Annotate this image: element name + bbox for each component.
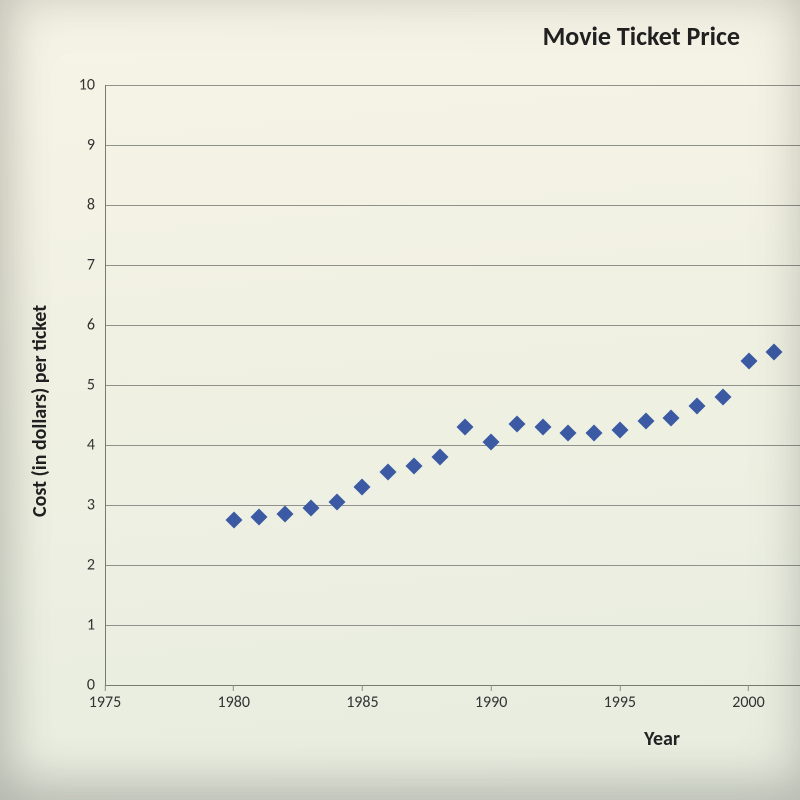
x-axis-label: Year: [644, 727, 680, 751]
gridline: [105, 505, 800, 506]
gridline: [105, 385, 800, 386]
data-point: [405, 458, 422, 475]
y-axis: [105, 85, 106, 685]
plot-area: [105, 85, 800, 685]
data-point: [611, 422, 628, 439]
x-tick-label: 2000: [732, 693, 764, 712]
data-point: [508, 416, 525, 433]
gridline: [105, 325, 800, 326]
x-tick: 1990: [475, 685, 507, 712]
data-point: [380, 464, 397, 481]
data-point: [714, 389, 731, 406]
chart-title: Movie Ticket Price: [543, 20, 740, 52]
y-tick-label: 8: [65, 196, 95, 215]
x-tick-label: 1980: [217, 693, 249, 712]
data-point: [354, 479, 371, 496]
y-tick-label: 3: [65, 496, 95, 515]
data-point: [328, 494, 345, 511]
y-tick-label: 6: [65, 316, 95, 335]
data-point: [586, 425, 603, 442]
x-axis: [105, 685, 800, 686]
y-tick-label: 5: [65, 376, 95, 395]
gridline: [105, 205, 800, 206]
data-point: [663, 410, 680, 427]
gridline: [105, 85, 800, 86]
x-tick-mark: [748, 685, 749, 691]
data-point: [225, 512, 242, 529]
y-tick-label: 9: [65, 136, 95, 155]
x-tick-mark: [362, 685, 363, 691]
gridline: [105, 145, 800, 146]
x-tick: 1975: [89, 685, 121, 712]
data-point: [637, 413, 654, 430]
data-point: [251, 509, 268, 526]
x-tick-label: 1975: [89, 693, 121, 712]
data-point: [560, 425, 577, 442]
data-point: [534, 419, 551, 436]
data-point: [457, 419, 474, 436]
x-tick-mark: [233, 685, 234, 691]
data-point: [689, 398, 706, 415]
x-tick-label: 1985: [346, 693, 378, 712]
data-point: [483, 434, 500, 451]
x-tick: 2000: [732, 685, 764, 712]
y-tick-label: 2: [65, 556, 95, 575]
y-tick-label: 10: [65, 76, 95, 95]
y-tick-label: 4: [65, 436, 95, 455]
x-tick: 1995: [604, 685, 636, 712]
x-tick-mark: [105, 685, 106, 691]
x-tick: 1985: [346, 685, 378, 712]
gridline: [105, 445, 800, 446]
data-point: [277, 506, 294, 523]
data-point: [740, 353, 757, 370]
y-tick-label: 1: [65, 616, 95, 635]
x-tick: 1980: [217, 685, 249, 712]
chart-container: Movie Ticket Price Cost (in dollars) per…: [0, 0, 800, 800]
gridline: [105, 565, 800, 566]
gridline: [105, 265, 800, 266]
data-point: [431, 449, 448, 466]
x-tick-mark: [491, 685, 492, 691]
y-axis-label: Cost (in dollars) per ticket: [28, 305, 52, 517]
x-tick-label: 1995: [604, 693, 636, 712]
x-tick-mark: [619, 685, 620, 691]
gridline: [105, 625, 800, 626]
data-point: [766, 344, 783, 361]
x-tick-label: 1990: [475, 693, 507, 712]
y-tick-label: 7: [65, 256, 95, 275]
data-point: [302, 500, 319, 517]
